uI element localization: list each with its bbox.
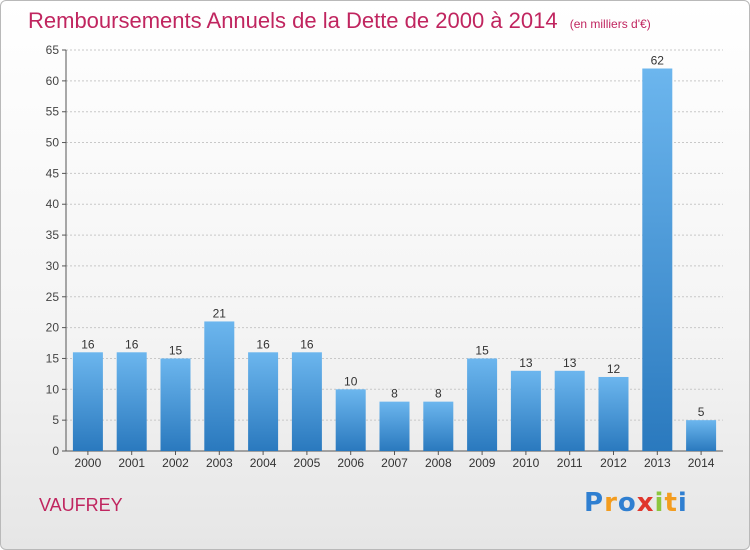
proxiti-logo[interactable]: Proxiti (584, 488, 688, 518)
x-tick-label: 2013 (644, 456, 671, 470)
x-tick-label: 2014 (688, 456, 715, 470)
bar-value-label: 15 (169, 343, 183, 357)
x-tick-label: 2002 (162, 456, 189, 470)
bar-value-label: 16 (300, 337, 314, 351)
y-tick-label: 45 (46, 166, 60, 180)
bar-value-label: 8 (391, 387, 398, 401)
bar-value-label: 16 (125, 337, 139, 351)
bar-2013[interactable] (642, 68, 673, 451)
y-tick-label: 60 (46, 74, 60, 88)
y-tick-label: 10 (46, 382, 60, 396)
bar-2001[interactable] (116, 352, 147, 451)
y-tick-label: 30 (46, 259, 60, 273)
y-tick-label: 15 (46, 351, 60, 365)
bar-value-label: 5 (698, 405, 705, 419)
x-tick-label: 2003 (206, 456, 233, 470)
logo-letter: i (677, 488, 688, 518)
bar-2009[interactable] (467, 358, 498, 451)
bar-value-label: 16 (81, 337, 95, 351)
x-tick-label: 2008 (425, 456, 452, 470)
location-label: VAUFREY (39, 495, 123, 515)
logo-letter: t (664, 488, 678, 518)
bar-2014[interactable] (686, 420, 717, 451)
x-tick-label: 2007 (381, 456, 408, 470)
bar-2006[interactable] (335, 389, 366, 451)
x-tick-label: 2005 (294, 456, 321, 470)
x-tick-label: 2004 (250, 456, 277, 470)
y-tick-label: 40 (46, 197, 60, 211)
bar-2007[interactable] (379, 401, 410, 451)
bar-value-label: 13 (563, 356, 577, 370)
x-tick-label: 2011 (557, 456, 583, 470)
y-tick-label: 65 (46, 43, 60, 57)
bar-value-label: 15 (475, 343, 489, 357)
logo-letter: i (654, 488, 665, 518)
bar-2000[interactable] (72, 352, 103, 451)
y-tick-label: 25 (46, 290, 60, 304)
logo-letter: x (636, 488, 655, 518)
chart-title-text: Remboursements Annuels de la Dette de 20… (28, 8, 558, 33)
bar-value-label: 21 (213, 306, 227, 320)
bar-2011[interactable] (554, 370, 585, 451)
bar-2005[interactable] (291, 352, 322, 451)
bar-2003[interactable] (204, 321, 235, 451)
x-tick-label: 2012 (600, 456, 627, 470)
bar-2002[interactable] (160, 358, 191, 451)
bar-2004[interactable] (248, 352, 279, 451)
y-tick-label: 55 (46, 105, 60, 119)
unit-note: (en milliers d'€) (569, 17, 651, 31)
bar-value-label: 10 (344, 374, 358, 388)
x-tick-label: 2010 (513, 456, 540, 470)
y-tick-label: 50 (46, 136, 60, 150)
logo-letter: P (584, 488, 605, 518)
bar-value-label: 16 (256, 337, 270, 351)
bar-value-label: 12 (607, 362, 621, 376)
x-tick-label: 2000 (75, 456, 102, 470)
bar-2008[interactable] (423, 401, 454, 451)
x-tick-label: 2006 (337, 456, 364, 470)
bar-value-label: 62 (651, 54, 665, 68)
bar-value-label: 13 (519, 356, 533, 370)
bar-2010[interactable] (510, 370, 541, 451)
chart-title: Remboursements Annuels de la Dette de 20… (28, 8, 651, 34)
bar-2012[interactable] (598, 376, 629, 451)
bar-value-label: 8 (435, 387, 442, 401)
y-tick-label: 0 (52, 444, 59, 458)
x-tick-label: 2001 (118, 456, 145, 470)
logo-letter: r (604, 488, 618, 518)
y-tick-label: 5 (52, 413, 59, 427)
logo-letter: o (617, 488, 637, 518)
y-tick-label: 20 (46, 321, 60, 335)
y-tick-label: 35 (46, 228, 60, 242)
x-tick-label: 2009 (469, 456, 496, 470)
